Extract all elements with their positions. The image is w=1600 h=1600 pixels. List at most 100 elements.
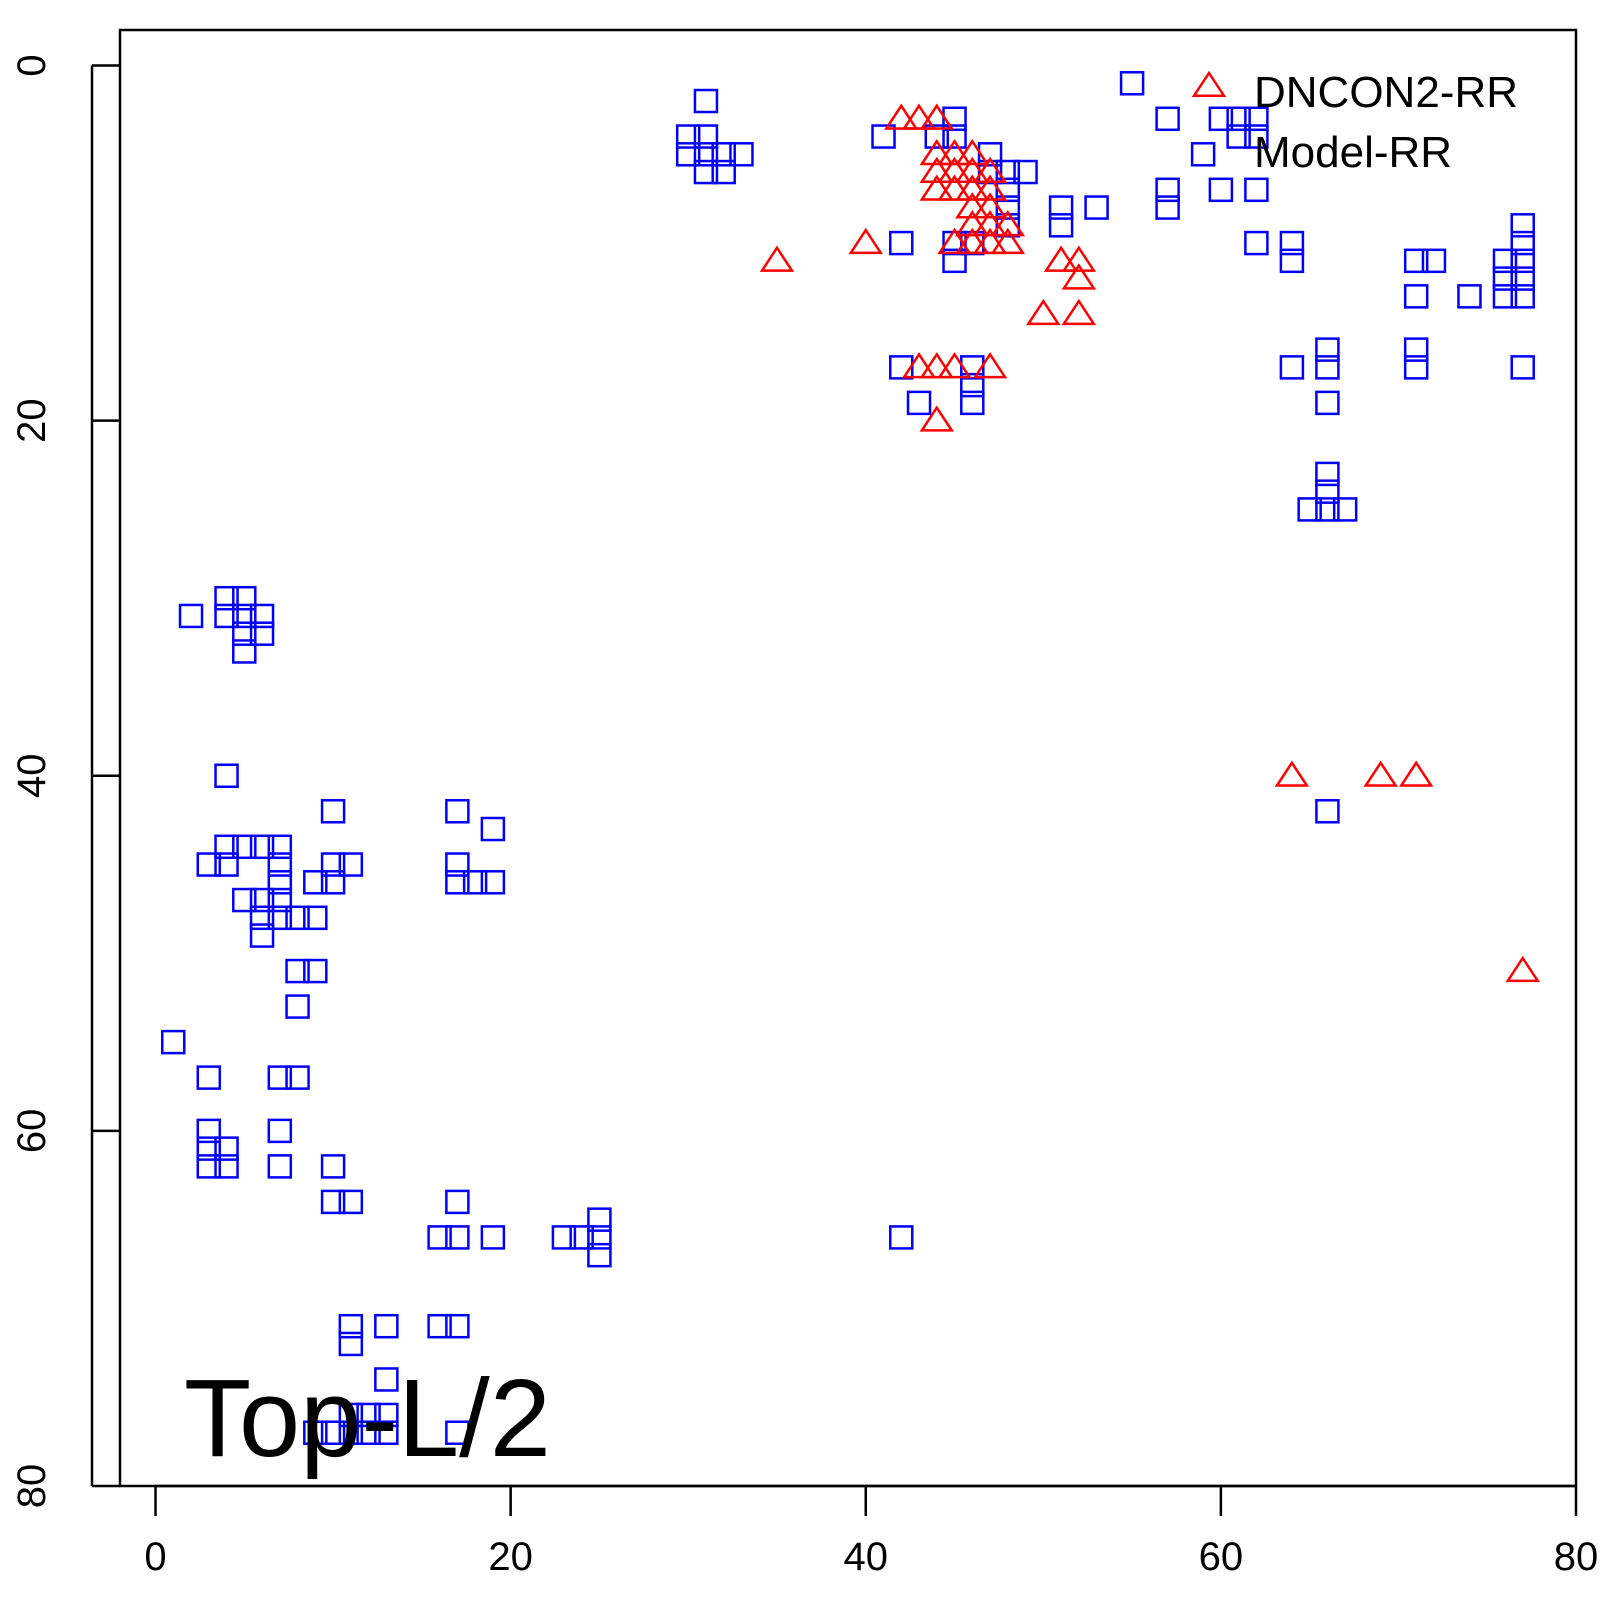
model-rr-point (942, 124, 967, 149)
model-rr-point (1119, 71, 1145, 96)
model-rr-point (338, 1331, 364, 1357)
x-tick-label-60: 60 (1199, 1535, 1244, 1579)
model-rr-point (1244, 230, 1269, 256)
legend-label-model-rr: Model-RR (1254, 128, 1452, 177)
dncon2-rr-point (848, 227, 884, 255)
dncon2-rr-point (1505, 955, 1540, 983)
dncon2-rr-point (972, 192, 1008, 219)
dncon2-rr-point (972, 210, 1008, 237)
model-rr-point (214, 763, 239, 789)
model-rr-point (1155, 195, 1180, 220)
y-tick-label-40: 40 (10, 754, 54, 799)
model-rr-point (445, 1313, 470, 1339)
model-rr-point (320, 1420, 346, 1445)
model-rr-point (267, 887, 293, 913)
model-rr-point (267, 852, 293, 877)
model-rr-point (374, 1313, 399, 1339)
model-rr-point (249, 887, 275, 913)
model-rr-point (303, 1420, 328, 1445)
model-rr-point (675, 142, 701, 167)
model-rr-point (711, 159, 736, 185)
model-rr-point (267, 1118, 293, 1144)
dncon2-rr-point (1026, 298, 1061, 326)
model-rr-point (338, 1420, 364, 1445)
model-rr-points (161, 71, 1535, 1445)
model-rr-point (374, 1420, 399, 1445)
dncon2-rr-point (937, 174, 972, 201)
model-rr-point (232, 834, 257, 860)
model-rr-point (320, 1189, 346, 1215)
model-rr-point (1155, 177, 1180, 203)
model-rr-point (1315, 337, 1340, 362)
model-rr-point (1315, 497, 1340, 522)
model-rr-point (1208, 106, 1234, 132)
model-rr-point (1403, 337, 1429, 362)
model-rr-point (1510, 266, 1535, 291)
dncon2-rr-point (901, 103, 937, 130)
model-rr-point (942, 106, 967, 132)
dncon2-rr-point (901, 352, 937, 379)
y-tick-label-60: 60 (10, 1109, 54, 1154)
x-axis: 0 20 40 60 80 (144, 1484, 1598, 1579)
model-rr-point (232, 639, 257, 664)
model-rr-point (1244, 177, 1269, 203)
model-rr-point (1403, 284, 1429, 309)
model-rr-point (1510, 284, 1535, 309)
model-rr-point (1492, 284, 1518, 309)
model-rr-point (214, 834, 239, 860)
legend: DNCON2-RR Model-RR (1191, 68, 1518, 177)
model-rr-point (214, 852, 239, 877)
dncon2-rr-point (1061, 298, 1097, 326)
model-rr-point (232, 585, 257, 611)
model-rr-point (480, 816, 506, 842)
model-rr-point (480, 870, 506, 895)
model-rr-point (196, 852, 222, 877)
model-rr-point (1332, 497, 1358, 522)
model-rr-point (285, 958, 310, 984)
dncon2-rr-point (990, 227, 1026, 255)
model-rr-point (1421, 248, 1447, 274)
model-rr-point (924, 124, 950, 149)
dncon2-rr-point (1043, 245, 1079, 272)
model-rr-point (1510, 213, 1535, 238)
model-rr-point (1315, 799, 1340, 824)
model-rr-point (1403, 248, 1429, 274)
dncon2-rr-point (1363, 760, 1398, 787)
model-rr-point (1315, 461, 1340, 487)
model-rr-point (1492, 266, 1518, 291)
model-rr-point (249, 603, 275, 629)
dncon2-rr-point (972, 174, 1008, 201)
model-rr-point (1457, 284, 1482, 309)
model-rr-point (1190, 142, 1216, 167)
model-rr-point (196, 1154, 222, 1179)
model-rr-point (267, 1065, 293, 1090)
x-tick-label-20: 20 (488, 1535, 533, 1579)
model-rr-point (1279, 230, 1305, 256)
legend-label-dncon2-rr: DNCON2-RR (1254, 68, 1518, 117)
model-rr-point (1208, 177, 1234, 203)
model-rr-point (587, 1225, 612, 1250)
dncon2-rr-point (1398, 760, 1434, 787)
y-tick-label-80: 80 (10, 1464, 54, 1509)
model-rr-point (1155, 106, 1180, 132)
model-rr-point (285, 1065, 310, 1090)
model-rr-point (320, 1154, 346, 1179)
model-rr-point (320, 852, 346, 877)
model-rr-point (249, 923, 275, 948)
model-rr-point (1279, 248, 1305, 274)
model-rr-point (1048, 195, 1074, 220)
model-rr-point (1084, 195, 1109, 220)
model-rr-point (977, 142, 1003, 167)
model-rr-point (214, 603, 239, 629)
model-rr-point (249, 834, 275, 860)
model-rr-point (196, 1065, 222, 1090)
model-rr-point (995, 177, 1021, 203)
model-rr-point (338, 1189, 364, 1215)
model-rr-point (889, 1225, 914, 1250)
model-rr-point (285, 905, 310, 931)
overlay-label-top-l2: Top-L/2 (184, 1357, 551, 1480)
model-rr-point (267, 905, 293, 931)
plot-frame (118, 28, 1578, 1488)
model-rr-point (995, 159, 1021, 185)
model-rr-point (427, 1225, 452, 1250)
